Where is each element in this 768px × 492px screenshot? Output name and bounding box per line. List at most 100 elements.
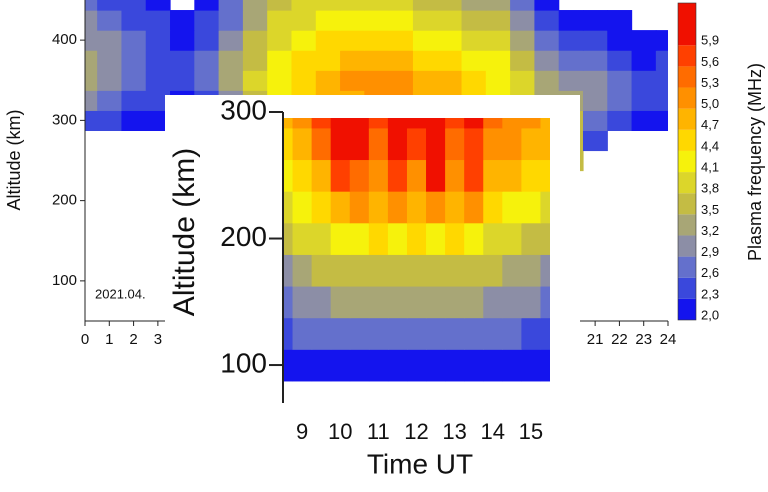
contour-cell bbox=[242, 30, 268, 51]
contour-cell bbox=[311, 118, 332, 129]
contour-cell bbox=[406, 127, 427, 161]
colorbar-tick-label: 4,1 bbox=[701, 160, 719, 175]
x-tick-label: 1 bbox=[105, 331, 113, 348]
contour-cell bbox=[502, 159, 522, 192]
contour-cell bbox=[292, 285, 313, 319]
contour-cell bbox=[387, 317, 408, 350]
x-tick-label: 10 bbox=[328, 419, 352, 444]
contour-cell bbox=[388, 50, 414, 71]
contour-cell bbox=[655, 90, 668, 111]
contour-cell bbox=[655, 50, 668, 71]
contour-cell bbox=[218, 0, 244, 11]
contour-cell bbox=[540, 285, 550, 319]
contour-cell bbox=[655, 30, 668, 51]
contour-cell bbox=[267, 30, 293, 51]
contour-cell bbox=[483, 222, 503, 255]
contour-cell bbox=[242, 50, 268, 71]
contour-cell bbox=[121, 50, 147, 71]
contour-cell bbox=[349, 222, 370, 255]
contour-cell bbox=[426, 191, 446, 224]
contour-cell bbox=[406, 222, 427, 255]
contour-cell bbox=[502, 222, 522, 255]
contour-cell bbox=[121, 0, 147, 11]
contour-cell bbox=[283, 254, 294, 287]
y-tick-label: 300 bbox=[220, 94, 267, 125]
contour-cell bbox=[85, 50, 98, 71]
contour-cell bbox=[426, 349, 446, 382]
contour-cell bbox=[330, 159, 351, 192]
y-tick-label: 300 bbox=[52, 111, 77, 128]
contour-cell bbox=[349, 349, 370, 382]
contour-cell bbox=[368, 254, 389, 287]
contour-cell bbox=[387, 127, 408, 161]
y-tick-label: 100 bbox=[220, 347, 267, 378]
contour-cell bbox=[631, 90, 657, 111]
contour-cell bbox=[97, 70, 123, 91]
contour-cell bbox=[534, 30, 560, 51]
colorbar-tick-label: 5,9 bbox=[701, 33, 719, 48]
x-tick-label: 11 bbox=[367, 419, 390, 444]
colorbar-tick-label: 3,5 bbox=[701, 202, 719, 217]
contour-cell bbox=[364, 70, 390, 91]
contour-cell bbox=[368, 285, 389, 319]
contour-cell bbox=[445, 222, 465, 255]
contour-cell bbox=[349, 118, 370, 129]
colorbar-band bbox=[678, 256, 696, 278]
contour-cell bbox=[170, 70, 195, 91]
y-axis-label: Altitude (km) bbox=[168, 148, 201, 316]
contour-cell bbox=[445, 159, 465, 192]
contour-cell bbox=[311, 222, 332, 255]
contour-cell bbox=[464, 254, 484, 287]
contour-cell bbox=[412, 70, 438, 91]
contour-cell bbox=[521, 317, 542, 350]
contour-cell bbox=[502, 317, 522, 350]
colorbar-tick-label: 4,7 bbox=[701, 117, 719, 132]
contour-cell bbox=[461, 50, 487, 71]
contour-cell bbox=[483, 349, 503, 382]
contour-cell bbox=[349, 127, 370, 161]
contour-cell bbox=[388, 30, 414, 51]
contour-cell bbox=[521, 254, 542, 287]
contour-cell bbox=[558, 30, 584, 51]
contour-cell bbox=[521, 118, 542, 129]
contour-cell bbox=[97, 0, 123, 11]
contour-cell bbox=[521, 127, 542, 161]
contour-cell bbox=[445, 254, 465, 287]
contour-cell bbox=[330, 285, 351, 319]
contour-cell bbox=[340, 30, 365, 51]
y-tick-label: 400 bbox=[52, 31, 77, 48]
contour-cell bbox=[145, 110, 171, 132]
colorbar-band bbox=[678, 87, 696, 109]
contour-cell bbox=[534, 0, 560, 11]
contour-cell bbox=[330, 222, 351, 255]
contour-cell bbox=[607, 90, 633, 111]
contour-cell bbox=[461, 10, 487, 31]
contour-cell bbox=[406, 159, 427, 192]
contour-cell bbox=[283, 159, 294, 192]
contour-cell bbox=[534, 70, 560, 91]
contour-cell bbox=[631, 70, 657, 91]
contour-cell bbox=[242, 0, 268, 11]
contour-cell bbox=[292, 191, 313, 224]
contour-cell bbox=[464, 127, 484, 161]
colorbar-tick-label: 4,4 bbox=[701, 138, 719, 153]
contour-cell bbox=[558, 10, 584, 31]
x-tick-label: 23 bbox=[635, 331, 652, 348]
contour-cell bbox=[521, 222, 542, 255]
contour-cell bbox=[406, 118, 427, 129]
contour-cell bbox=[534, 50, 560, 71]
contour-cell bbox=[426, 254, 446, 287]
x-axis-label: Time UT bbox=[367, 448, 473, 479]
contour-cell bbox=[368, 349, 389, 382]
x-tick-label: 3 bbox=[154, 331, 162, 348]
contour-cell bbox=[283, 222, 294, 255]
contour-cell bbox=[170, 10, 195, 31]
contour-cell bbox=[291, 0, 317, 11]
x-tick-label: 13 bbox=[442, 419, 466, 444]
contour-cell bbox=[406, 285, 427, 319]
contour-cell bbox=[283, 191, 294, 224]
contour-cell bbox=[218, 50, 244, 71]
x-tick-label: 22 bbox=[611, 331, 628, 348]
contour-cell bbox=[461, 30, 487, 51]
contour-cell bbox=[97, 50, 123, 71]
